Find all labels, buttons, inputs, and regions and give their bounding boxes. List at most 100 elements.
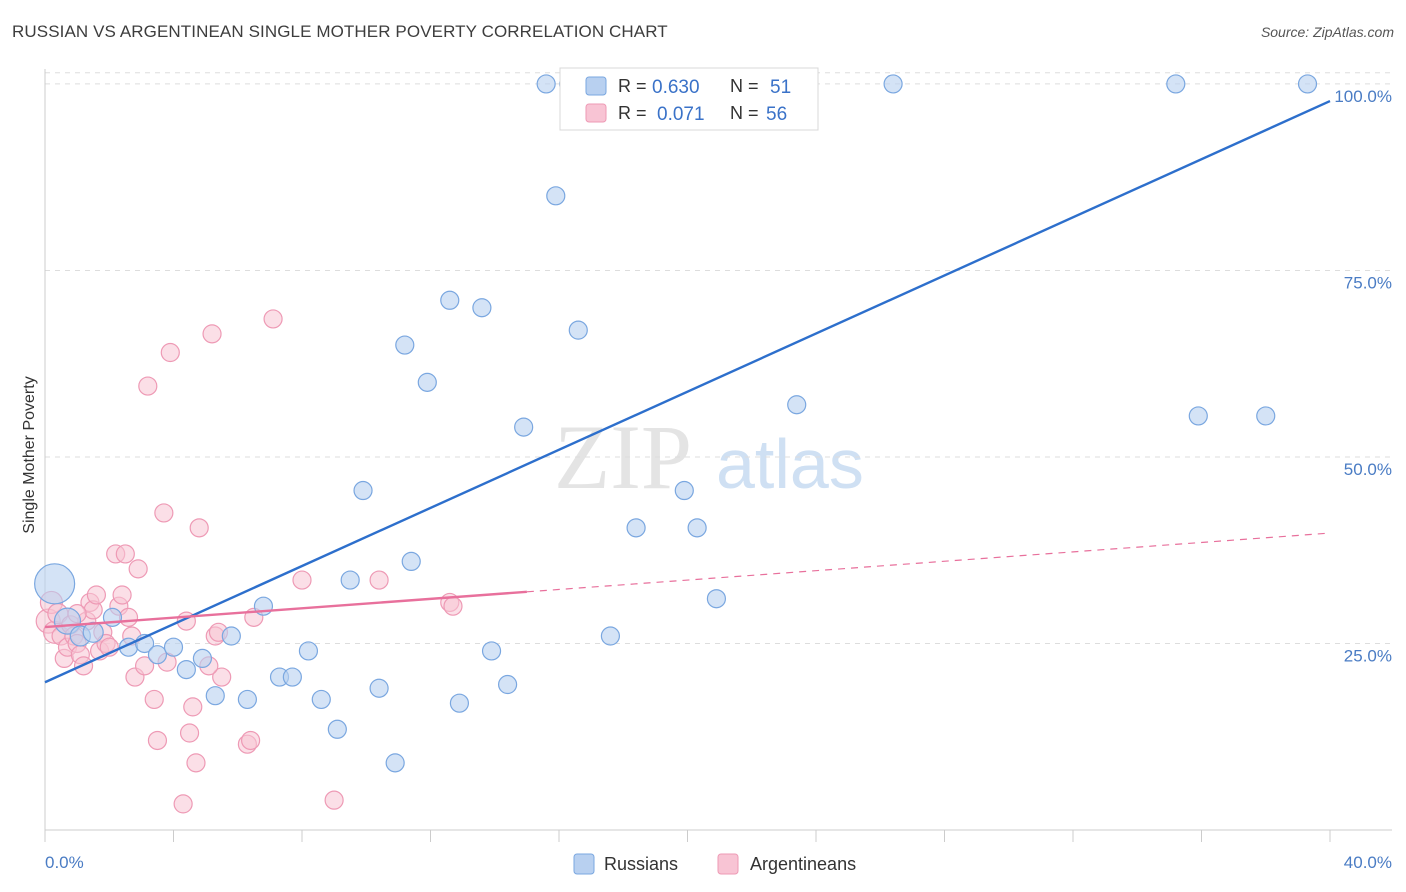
argentineans-point <box>128 559 148 579</box>
legend-r-value-1: 0.630 <box>652 77 700 98</box>
argentineans-point <box>173 794 193 814</box>
russians-point <box>1166 74 1186 94</box>
argentineans-point <box>443 596 463 616</box>
argentineans-point <box>134 656 155 676</box>
stats-legend: R = 0.630 N = 51 R = 0.071 N = 56 <box>559 67 819 131</box>
russians-point <box>147 645 168 665</box>
russians-point <box>385 753 405 773</box>
legend-r-value-2: 0.071 <box>657 104 705 125</box>
axes <box>44 69 1392 842</box>
russians-point <box>1188 406 1208 426</box>
y-tick-label: 75.0% <box>1344 273 1392 292</box>
russians-point <box>163 637 184 657</box>
legend-argentineans-swatch <box>717 853 739 875</box>
argentineans-trend-line-extension <box>526 532 1331 593</box>
russians-point <box>401 551 421 572</box>
argentineans-point <box>186 753 206 773</box>
y-tick-label: 50.0% <box>1344 460 1392 479</box>
russians-point <box>34 563 76 605</box>
argentineans-point <box>263 309 283 329</box>
russians-point <box>536 74 556 94</box>
russians-point <box>568 320 588 340</box>
russians-points <box>34 74 1318 773</box>
russians-point <box>472 298 492 318</box>
russians-point <box>1256 406 1276 426</box>
grid <box>45 72 1392 644</box>
argentineans-point <box>212 667 232 687</box>
y-tick-label: 25.0% <box>1344 646 1392 665</box>
russians-point <box>626 518 646 538</box>
argentineans-point <box>183 697 203 717</box>
russians-point <box>176 659 196 680</box>
russians-point <box>417 372 437 392</box>
russians-point <box>369 678 389 698</box>
argentineans-point <box>179 723 200 743</box>
russians-point <box>82 621 104 643</box>
argentineans-point <box>115 544 135 564</box>
argentineans-point <box>241 730 261 751</box>
y-tick-labels: 25.0% 50.0% 75.0% 100.0% <box>1334 87 1392 666</box>
x-tick-label-max: 40.0% <box>1344 853 1392 872</box>
argentineans-point <box>324 790 344 810</box>
x-tick-label-min: 0.0% <box>45 853 84 872</box>
russians-point <box>353 480 373 501</box>
argentineans-point <box>154 503 174 523</box>
argentineans-point <box>138 376 158 396</box>
russians-point <box>883 74 903 94</box>
russians-swatch <box>585 76 607 96</box>
russians-point <box>600 626 621 646</box>
russians-point <box>481 641 502 661</box>
argentineans-point <box>144 689 164 710</box>
legend-n-value-1: 51 <box>770 77 791 98</box>
russians-point <box>706 589 727 609</box>
argentineans-point <box>86 585 107 605</box>
russians-trend-line <box>44 99 1331 684</box>
legend-n-label-1: N = <box>730 76 759 96</box>
legend-argentineans-label: Argentineans <box>750 854 856 874</box>
russians-point <box>1297 74 1318 94</box>
russians-point <box>687 518 707 538</box>
russians-point <box>221 626 241 646</box>
russians-point <box>311 689 331 710</box>
russians-point <box>205 686 225 706</box>
russians-point <box>546 186 566 206</box>
trend-lines <box>44 99 1331 684</box>
argentineans-point <box>112 585 132 605</box>
argentineans-point <box>118 607 139 627</box>
russians-point <box>395 335 415 355</box>
russians-point <box>282 667 302 687</box>
argentineans-point <box>202 324 222 344</box>
legend-russians-label: Russians <box>604 854 678 874</box>
argentineans-point <box>160 342 180 363</box>
legend-n-label-2: N = <box>730 103 759 123</box>
y-axis-label: Single Mother Poverty <box>21 376 38 533</box>
source-label: Source: ZipAtlas.com <box>1260 24 1394 40</box>
russians-point <box>340 570 360 590</box>
series-legend: Russians Argentineans <box>573 853 856 875</box>
russians-point <box>449 693 470 713</box>
watermark-atlas: atlas <box>716 425 864 503</box>
chart-title: RUSSIAN VS ARGENTINEAN SINGLE MOTHER POV… <box>12 22 668 41</box>
argentineans-point <box>147 730 168 751</box>
argentineans-swatch <box>585 103 607 123</box>
russians-point <box>192 648 213 669</box>
argentineans-trend-line <box>44 590 527 629</box>
legend-n-value-2: 56 <box>766 104 787 125</box>
argentineans-points <box>35 309 463 814</box>
legend-r-label-2: R = <box>618 103 647 123</box>
russians-point <box>327 719 347 739</box>
russians-point <box>498 674 518 695</box>
russians-point <box>298 641 319 661</box>
argentineans-point <box>189 518 209 538</box>
russians-point <box>440 290 460 310</box>
russians-point <box>674 480 694 501</box>
y-tick-label: 100.0% <box>1334 87 1392 106</box>
russians-point <box>237 689 257 710</box>
legend-russians-swatch <box>573 853 595 875</box>
argentineans-point <box>292 570 312 590</box>
russians-point <box>514 417 534 437</box>
legend-r-label-1: R = <box>618 76 647 96</box>
russians-point <box>787 395 807 415</box>
argentineans-point <box>369 570 389 590</box>
